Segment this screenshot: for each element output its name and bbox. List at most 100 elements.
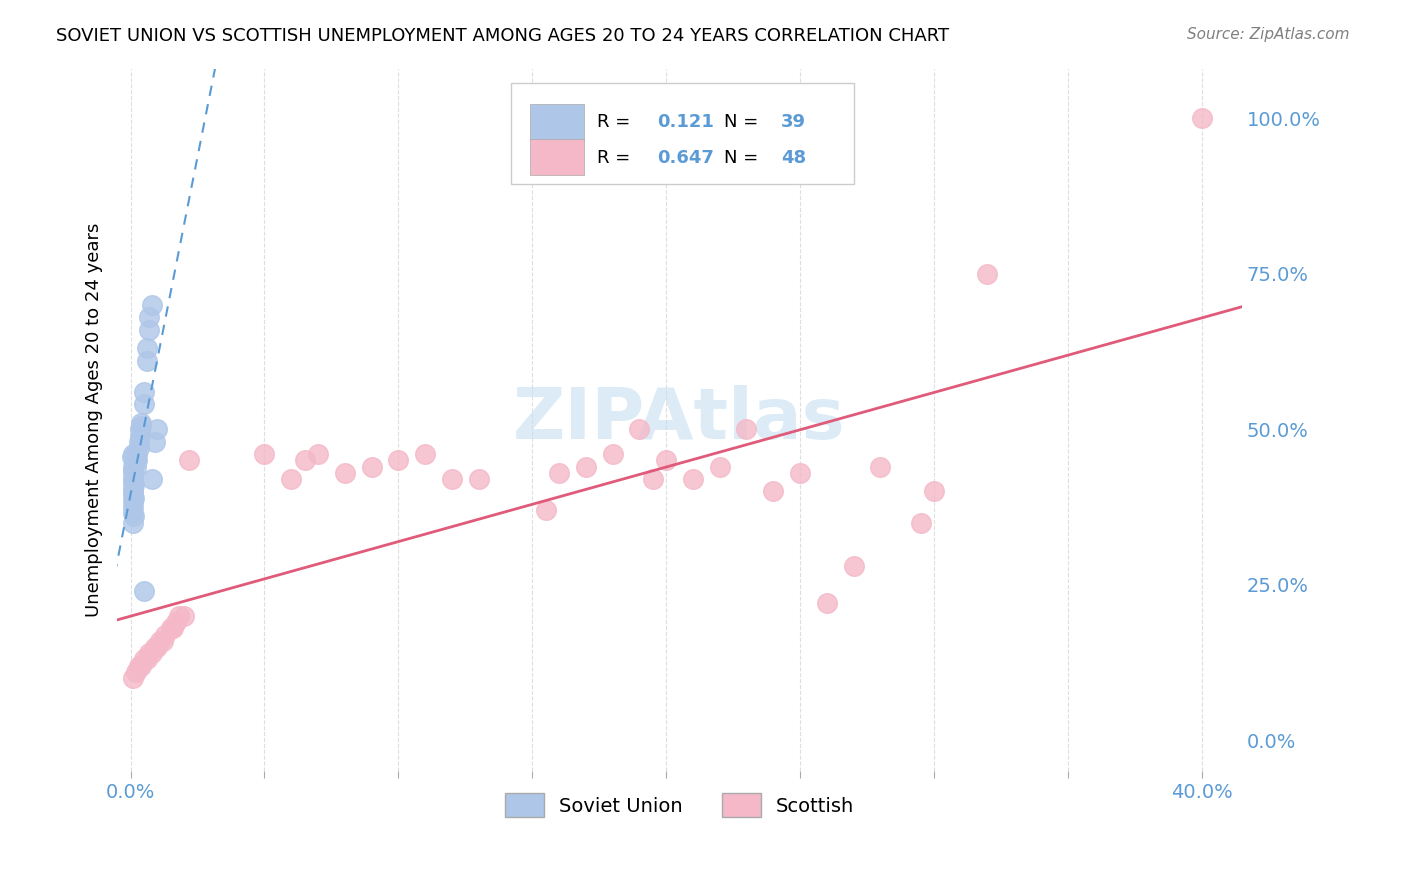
Point	[165, 615, 187, 629]
Point	[1191, 112, 1213, 126]
Point	[132, 384, 155, 399]
Point	[127, 453, 149, 467]
Point	[143, 434, 166, 449]
Y-axis label: Unemployment Among Ages 20 to 24 years: Unemployment Among Ages 20 to 24 years	[86, 223, 103, 617]
Point	[138, 323, 160, 337]
Point	[682, 472, 704, 486]
Text: N =: N =	[724, 113, 765, 131]
Point	[152, 633, 174, 648]
Text: SOVIET UNION VS SCOTTISH UNEMPLOYMENT AMONG AGES 20 TO 24 YEARS CORRELATION CHAR: SOVIET UNION VS SCOTTISH UNEMPLOYMENT AM…	[56, 27, 949, 45]
Point	[129, 422, 152, 436]
Text: N =: N =	[724, 150, 765, 168]
Point	[129, 419, 152, 434]
Point	[138, 646, 160, 660]
Point	[280, 472, 302, 486]
Point	[122, 478, 145, 492]
Point	[121, 450, 143, 465]
Point	[129, 428, 152, 442]
Point	[125, 665, 148, 679]
Point	[815, 597, 838, 611]
Text: Source: ZipAtlas.com: Source: ZipAtlas.com	[1187, 27, 1350, 42]
Point	[132, 584, 155, 599]
Point	[122, 506, 145, 520]
Point	[789, 466, 811, 480]
Point	[360, 459, 382, 474]
Point	[294, 453, 316, 467]
Point	[128, 441, 150, 455]
Point	[333, 466, 356, 480]
Point	[122, 516, 145, 530]
Point	[146, 640, 169, 654]
Point	[976, 267, 998, 281]
Point	[135, 354, 157, 368]
Point	[167, 608, 190, 623]
Point	[628, 422, 651, 436]
Point	[129, 416, 152, 430]
Point	[655, 453, 678, 467]
FancyBboxPatch shape	[510, 83, 853, 185]
Bar	[530, 139, 583, 176]
Point	[602, 447, 624, 461]
Bar	[530, 103, 583, 140]
Point	[132, 652, 155, 666]
Point	[121, 484, 143, 499]
Point	[149, 633, 172, 648]
Point	[159, 621, 181, 635]
Point	[179, 453, 201, 467]
Text: 48: 48	[780, 150, 806, 168]
Point	[122, 472, 145, 486]
Point	[122, 500, 145, 514]
Point	[307, 447, 329, 461]
Point	[922, 484, 945, 499]
Point	[122, 509, 145, 524]
Point	[440, 472, 463, 486]
Text: R =: R =	[598, 113, 637, 131]
Point	[735, 422, 758, 436]
Point	[387, 453, 409, 467]
Point	[121, 466, 143, 480]
Point	[125, 453, 148, 467]
Text: 0.647: 0.647	[657, 150, 714, 168]
Point	[141, 646, 163, 660]
Point	[122, 671, 145, 685]
Point	[122, 463, 145, 477]
Point	[128, 434, 150, 449]
Point	[141, 472, 163, 486]
Point	[121, 447, 143, 461]
Point	[122, 482, 145, 496]
Point	[138, 310, 160, 325]
Point	[762, 484, 785, 499]
Text: ZIPAtlas: ZIPAtlas	[513, 385, 846, 454]
Point	[129, 658, 152, 673]
Text: 0.121: 0.121	[657, 113, 714, 131]
Point	[127, 447, 149, 461]
Point	[146, 422, 169, 436]
Point	[709, 459, 731, 474]
Point	[548, 466, 571, 480]
Point	[253, 447, 276, 461]
Point	[135, 342, 157, 356]
Point	[135, 652, 157, 666]
Point	[869, 459, 891, 474]
Text: 39: 39	[780, 113, 806, 131]
Point	[125, 459, 148, 474]
Legend: Soviet Union, Scottish: Soviet Union, Scottish	[496, 786, 862, 825]
Point	[128, 658, 150, 673]
Point	[842, 559, 865, 574]
Point	[122, 459, 145, 474]
Point	[122, 487, 145, 501]
Point	[467, 472, 489, 486]
Point	[141, 298, 163, 312]
Point	[132, 397, 155, 411]
Point	[155, 627, 177, 641]
Point	[641, 472, 664, 486]
Point	[575, 459, 598, 474]
Point	[173, 608, 195, 623]
Point	[534, 503, 557, 517]
Point	[122, 475, 145, 490]
Point	[162, 621, 184, 635]
Point	[122, 493, 145, 508]
Point	[413, 447, 436, 461]
Point	[143, 640, 166, 654]
Point	[910, 516, 932, 530]
